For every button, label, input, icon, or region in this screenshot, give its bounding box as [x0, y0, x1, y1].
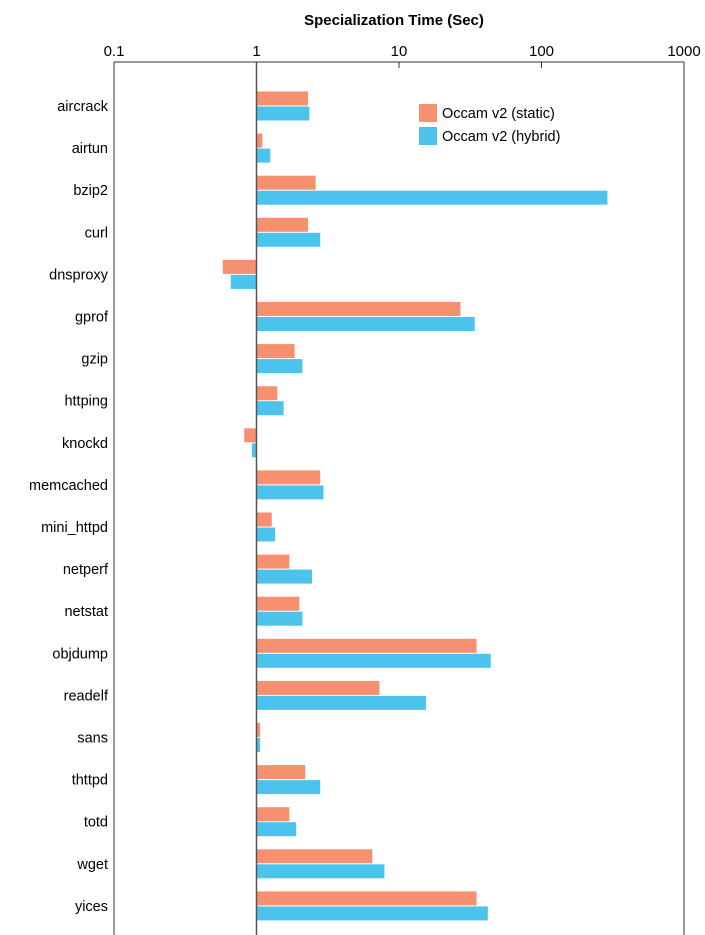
x-tick-label: 10 [391, 43, 408, 60]
bar-static [256, 512, 272, 527]
category-label: netperf [63, 562, 109, 578]
x-tick-label: 100 [529, 43, 554, 60]
legend-label: Occam v2 (static) [442, 106, 555, 122]
bar-static [256, 344, 295, 359]
category-label: readelf [64, 688, 109, 704]
bar-hybrid [256, 780, 321, 795]
x-tick-label: 1000 [667, 43, 700, 60]
bar-hybrid [256, 695, 427, 710]
bar-hybrid [256, 611, 303, 626]
bar-static [256, 91, 309, 106]
legend-swatch [419, 104, 437, 122]
category-label: bzip2 [73, 183, 108, 199]
category-label: totd [84, 815, 108, 831]
bar-static [256, 596, 300, 611]
bar-hybrid [256, 190, 608, 205]
category-label: aircrack [57, 99, 109, 115]
bar-static [256, 386, 278, 401]
bar-hybrid [256, 906, 488, 921]
category-label: gzip [81, 352, 108, 368]
legend-label: Occam v2 (hybrid) [442, 129, 560, 145]
category-label: wget [76, 857, 108, 873]
legend-swatch [419, 127, 437, 145]
category-label: gprof [75, 310, 109, 326]
category-label: airtun [72, 141, 108, 157]
bar-static [256, 849, 373, 864]
bar-hybrid [256, 401, 284, 416]
bar-static [256, 723, 261, 737]
bar-hybrid [256, 485, 324, 500]
category-label: thttpd [72, 773, 108, 789]
category-label: objdump [52, 646, 108, 662]
bar-hybrid [256, 232, 321, 247]
bar-static [256, 638, 477, 653]
bar-static [256, 891, 477, 906]
bar-static [256, 133, 263, 148]
category-label: httping [64, 394, 108, 410]
bar-static [256, 807, 290, 822]
bar-hybrid [256, 148, 271, 163]
bar-hybrid [256, 653, 491, 668]
bar-hybrid [256, 527, 276, 542]
bar-static [222, 259, 257, 274]
bar-hybrid [256, 822, 297, 837]
bar-hybrid [230, 274, 257, 289]
category-label: yices [75, 899, 108, 915]
bar-hybrid [256, 106, 310, 121]
x-tick-label: 0.1 [104, 43, 125, 60]
category-label: mini_httpd [41, 520, 108, 536]
legend: Occam v2 (static) Occam v2 (hybrid) [419, 104, 560, 145]
bar-hybrid [256, 738, 261, 752]
bar-hybrid [256, 317, 475, 331]
category-label: curl [85, 225, 108, 241]
bar-static [244, 428, 257, 443]
category-label: sans [77, 731, 108, 747]
category-label: dnsproxy [49, 267, 109, 283]
bar-hybrid [256, 359, 303, 374]
category-label: memcached [29, 478, 108, 494]
bar-hybrid [256, 569, 312, 584]
bar-static [256, 554, 290, 569]
category-label: netstat [64, 604, 108, 620]
x-tick-label: 1 [252, 43, 260, 60]
category-label: knockd [62, 436, 108, 452]
bar-static [256, 175, 316, 190]
bar-static [256, 680, 380, 695]
bar-static [256, 217, 309, 232]
bar-static [256, 302, 461, 316]
plot-area: 0.1 1 10 100 1000 aircrack airtun bzip2 curl dnsp… [29, 43, 701, 935]
bar-static [256, 470, 321, 485]
chart-title: Specialization Time (Sec) [304, 12, 484, 29]
bar-hybrid [256, 864, 385, 879]
bar-hybrid [252, 443, 257, 458]
bar-static [256, 765, 306, 780]
